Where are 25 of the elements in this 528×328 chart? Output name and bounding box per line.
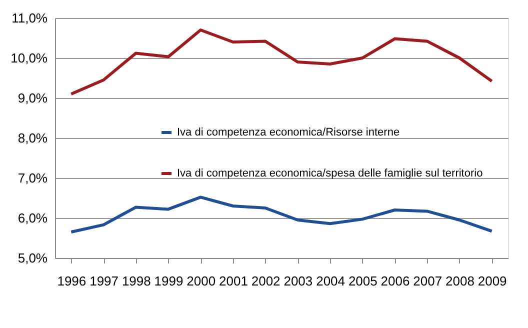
y-tick-label: 9,0% xyxy=(18,90,48,106)
x-tick-label: 2003 xyxy=(284,274,313,288)
y-tick-label: 6,0% xyxy=(18,210,48,226)
x-tick-label: 1996 xyxy=(57,274,86,288)
x-tick-label: 2005 xyxy=(348,274,378,288)
x-tick-label: 2004 xyxy=(316,274,345,288)
legend-label: Iva di competenza economica/spesa delle famiglie sul territorio xyxy=(177,168,483,180)
x-tick-label: 2008 xyxy=(446,274,474,288)
x-tick-label: 1999 xyxy=(154,274,184,288)
x-tick-label: 1997 xyxy=(90,274,118,288)
legend-label: Iva di competenza economica/Risorse interne xyxy=(177,126,400,138)
x-tick-label: 2007 xyxy=(413,274,442,288)
x-tick-label: 2009 xyxy=(478,274,507,288)
line-series xyxy=(70,28,494,96)
x-tick-label: 2002 xyxy=(251,274,280,288)
y-tick-label: 8,0% xyxy=(18,130,48,146)
x-tick-label: 1998 xyxy=(122,274,151,288)
y-tick-label: 10,0% xyxy=(10,50,48,66)
y-tick-label: 5,0% xyxy=(18,250,48,266)
x-tick-label: 2006 xyxy=(380,274,410,288)
x-tick-label: 2001 xyxy=(219,274,248,288)
y-tick-label: 11,0% xyxy=(12,10,48,26)
x-tick-label: 2000 xyxy=(186,274,216,288)
y-tick-label: 7,0% xyxy=(18,170,48,186)
line-series xyxy=(70,196,494,234)
